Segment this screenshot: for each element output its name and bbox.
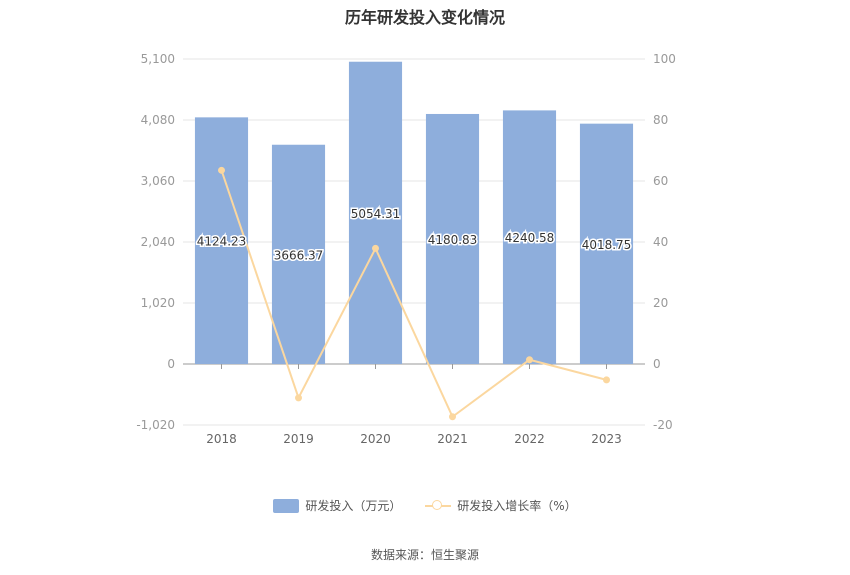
legend-item-bar[interactable]: 研发投入（万元） — [273, 497, 401, 514]
bar — [579, 123, 634, 364]
x-tick-label: 2021 — [437, 432, 468, 446]
bar — [271, 144, 326, 364]
right-tick-label: 20 — [653, 296, 668, 310]
x-axis: 2018 2019 2020 2021 2022 2023 — [206, 364, 622, 446]
growth-point — [372, 244, 379, 252]
growth-point — [295, 394, 302, 402]
right-tick-label: -20 — [653, 418, 673, 432]
bar — [348, 61, 403, 364]
bar-data-label: 3666.37 — [274, 248, 324, 262]
left-tick-label: 3,060 — [141, 174, 175, 188]
right-tick-label: 0 — [653, 357, 661, 371]
growth-point — [526, 356, 533, 364]
x-tick-label: 2020 — [360, 432, 391, 446]
left-tick-label: -1,020 — [136, 418, 175, 432]
bar-data-labels: 4124.23 3666.37 5054.31 4180.83 4240.58 4018.… — [195, 205, 633, 264]
left-y-axis: -1,020 0 1,020 2,040 3,060 4,080 5,100 — [136, 52, 175, 432]
x-tick-label: 2019 — [283, 432, 314, 446]
data-source: 数据来源：恒生聚源 — [370, 548, 479, 562]
grid-lines — [183, 58, 645, 426]
bar — [502, 110, 557, 364]
legend: 研发投入（万元） 研发投入增长率（%） — [0, 497, 850, 516]
bar-data-label: 4124.23 — [197, 235, 247, 249]
right-y-axis: -20 0 20 40 60 80 100 — [653, 52, 676, 432]
legend-line-label: 研发投入增长率（%） — [457, 499, 577, 513]
growth-point — [603, 376, 610, 384]
bar-series — [194, 61, 634, 364]
growth-line — [220, 170, 607, 419]
legend-bar-label: 研发投入（万元） — [305, 499, 402, 513]
growth-point — [449, 413, 456, 421]
bar-data-label: 4180.83 — [428, 233, 478, 247]
legend-item-line[interactable]: 研发投入增长率（%） — [425, 497, 577, 514]
left-tick-label: 4,080 — [141, 113, 175, 127]
left-tick-label: 1,020 — [141, 296, 175, 310]
chart-title: 历年研发投入变化情况 — [344, 8, 505, 27]
left-tick-label: 0 — [167, 357, 175, 371]
bar-data-label: 4018.75 — [582, 238, 632, 252]
x-tick-label: 2022 — [514, 432, 545, 446]
right-tick-label: 60 — [653, 174, 668, 188]
right-tick-label: 100 — [653, 52, 676, 66]
right-tick-label: 40 — [653, 235, 668, 249]
chart-canvas: -1,020 0 1,020 2,040 3,060 4,080 5,100 -20 0 20 4… — [136, 52, 676, 446]
legend-bar-swatch — [273, 498, 300, 513]
x-tick-label: 2023 — [591, 432, 622, 446]
bar-data-label: 4240.58 — [505, 231, 555, 245]
left-tick-label: 5,100 — [141, 52, 175, 66]
bar — [425, 113, 480, 364]
bar — [194, 117, 249, 364]
legend-line-swatch — [425, 499, 452, 513]
left-tick-label: 2,040 — [141, 235, 175, 249]
x-tick-label: 2018 — [206, 432, 237, 446]
growth-point — [218, 166, 225, 174]
right-tick-label: 80 — [653, 113, 668, 127]
bar-data-label: 5054.31 — [351, 207, 401, 221]
line-series — [218, 166, 610, 421]
